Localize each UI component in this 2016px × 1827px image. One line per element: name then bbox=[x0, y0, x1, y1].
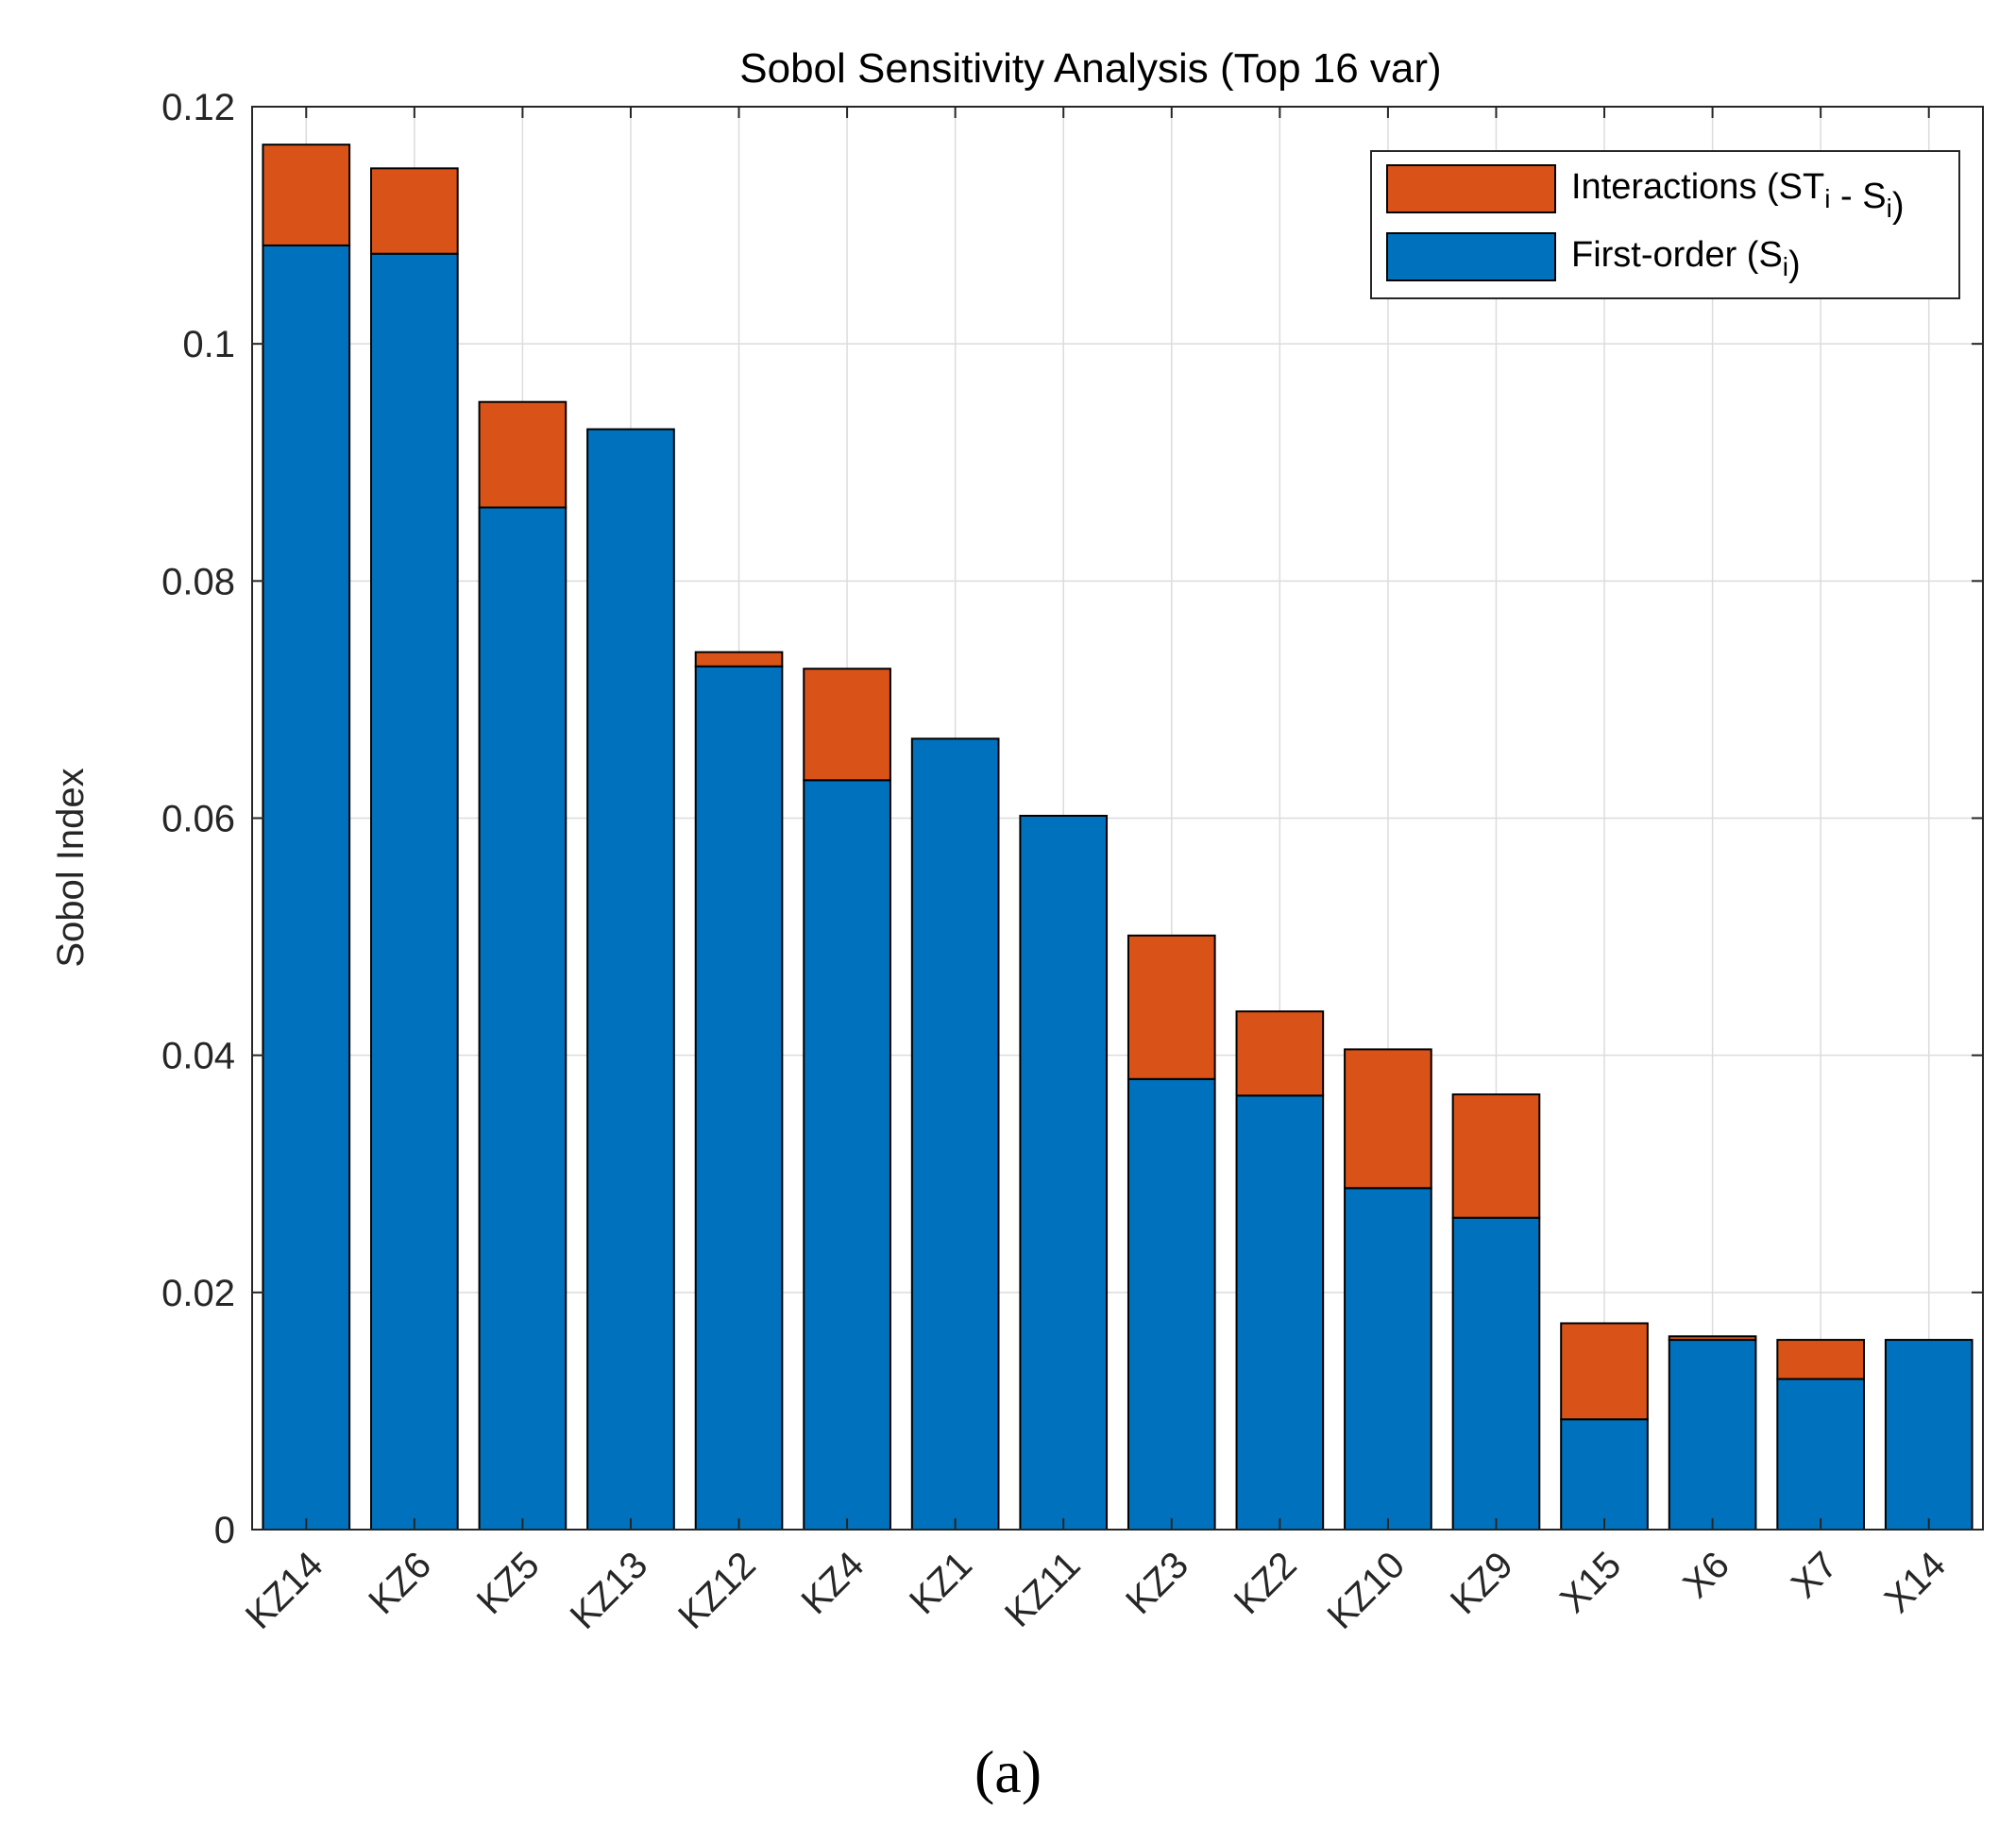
y-tick-label: 0.02 bbox=[161, 1273, 235, 1314]
bar-interactions-kz4 bbox=[803, 668, 891, 782]
bar-interactions-kz2 bbox=[1235, 1010, 1325, 1097]
bar-interactions-kz5 bbox=[478, 400, 568, 509]
bar-first-order-kz3 bbox=[1127, 1077, 1216, 1531]
y-tick-label: 0.08 bbox=[161, 561, 235, 602]
y-axis-ticks: 0 0.02 0.04 0.06 0.08 0.1 0.12 bbox=[161, 87, 1983, 1551]
bar-first-order-x15 bbox=[1560, 1418, 1649, 1531]
y-tick-label: 0.12 bbox=[161, 87, 235, 128]
x-tick-label-x15: X15 bbox=[1552, 1544, 1629, 1620]
x-tick-label-kz11: KZ11 bbox=[997, 1544, 1089, 1635]
bar-interactions-x7 bbox=[1776, 1339, 1865, 1380]
bar-first-order-kz13 bbox=[586, 428, 675, 1531]
x-tick-label-kz1: KZ1 bbox=[902, 1544, 980, 1622]
bars bbox=[262, 144, 1974, 1531]
bar-first-order-kz4 bbox=[803, 779, 891, 1531]
bar-interactions-x6 bbox=[1668, 1335, 1757, 1342]
bar-interactions-x15 bbox=[1560, 1322, 1649, 1421]
legend-swatch-first-order bbox=[1386, 232, 1556, 281]
x-tick-label-kz3: KZ3 bbox=[1118, 1544, 1196, 1622]
bar-first-order-kz1 bbox=[910, 737, 1000, 1531]
bar-interactions-kz12 bbox=[694, 651, 784, 668]
x-tick-label-x14: X14 bbox=[1877, 1544, 1954, 1620]
bar-first-order-kz5 bbox=[478, 506, 568, 1531]
bar-first-order-x7 bbox=[1776, 1378, 1865, 1531]
x-tick-label-kz6: KZ6 bbox=[361, 1544, 439, 1622]
bar-first-order-kz9 bbox=[1451, 1216, 1541, 1531]
bar-first-order-kz11 bbox=[1019, 814, 1109, 1531]
bar-first-order-kz10 bbox=[1344, 1187, 1432, 1531]
chart-title: Sobol Sensitivity Analysis (Top 16 var) bbox=[739, 45, 1441, 92]
x-tick-label-x6: X6 bbox=[1675, 1544, 1737, 1606]
legend: Interactions (STi - Si) First-order (Si) bbox=[1370, 150, 1960, 299]
x-tick-label-kz4: KZ4 bbox=[793, 1544, 872, 1622]
figure-caption: (a) bbox=[974, 1738, 1042, 1805]
legend-label-interactions: Interactions (STi - Si) bbox=[1571, 167, 1904, 226]
bar-interactions-kz6 bbox=[370, 167, 459, 255]
x-tick-label-kz12: KZ12 bbox=[670, 1544, 764, 1637]
bar-first-order-kz6 bbox=[370, 252, 459, 1531]
bar-interactions-kz14 bbox=[262, 144, 351, 246]
y-tick-label: 0 bbox=[214, 1510, 235, 1551]
legend-label-first-order: First-order (Si) bbox=[1571, 235, 1801, 284]
bar-first-order-kz2 bbox=[1235, 1094, 1325, 1531]
y-tick-label: 0.06 bbox=[161, 799, 235, 840]
x-tick-label-kz2: KZ2 bbox=[1227, 1544, 1305, 1622]
y-tick-label: 0.1 bbox=[182, 324, 235, 365]
x-tick-label-x7: X7 bbox=[1784, 1544, 1846, 1606]
x-tick-label-kz5: KZ5 bbox=[469, 1544, 548, 1622]
x-tick-label-kz14: KZ14 bbox=[238, 1544, 331, 1637]
bar-interactions-kz9 bbox=[1451, 1093, 1541, 1219]
bar-interactions-kz10 bbox=[1344, 1048, 1432, 1190]
bar-first-order-x14 bbox=[1884, 1339, 1974, 1531]
x-tick-label-kz10: KZ10 bbox=[1320, 1544, 1414, 1637]
x-tick-label-kz13: KZ13 bbox=[563, 1544, 656, 1637]
y-tick-label: 0.04 bbox=[161, 1036, 235, 1077]
legend-swatch-interactions bbox=[1386, 164, 1556, 213]
bar-first-order-kz12 bbox=[694, 665, 784, 1531]
y-axis-label: Sobol Index bbox=[50, 768, 92, 967]
x-tick-label-kz9: KZ9 bbox=[1443, 1544, 1521, 1622]
bar-interactions-kz3 bbox=[1127, 934, 1216, 1080]
bar-first-order-kz14 bbox=[262, 244, 351, 1531]
bar-first-order-x6 bbox=[1668, 1339, 1757, 1531]
